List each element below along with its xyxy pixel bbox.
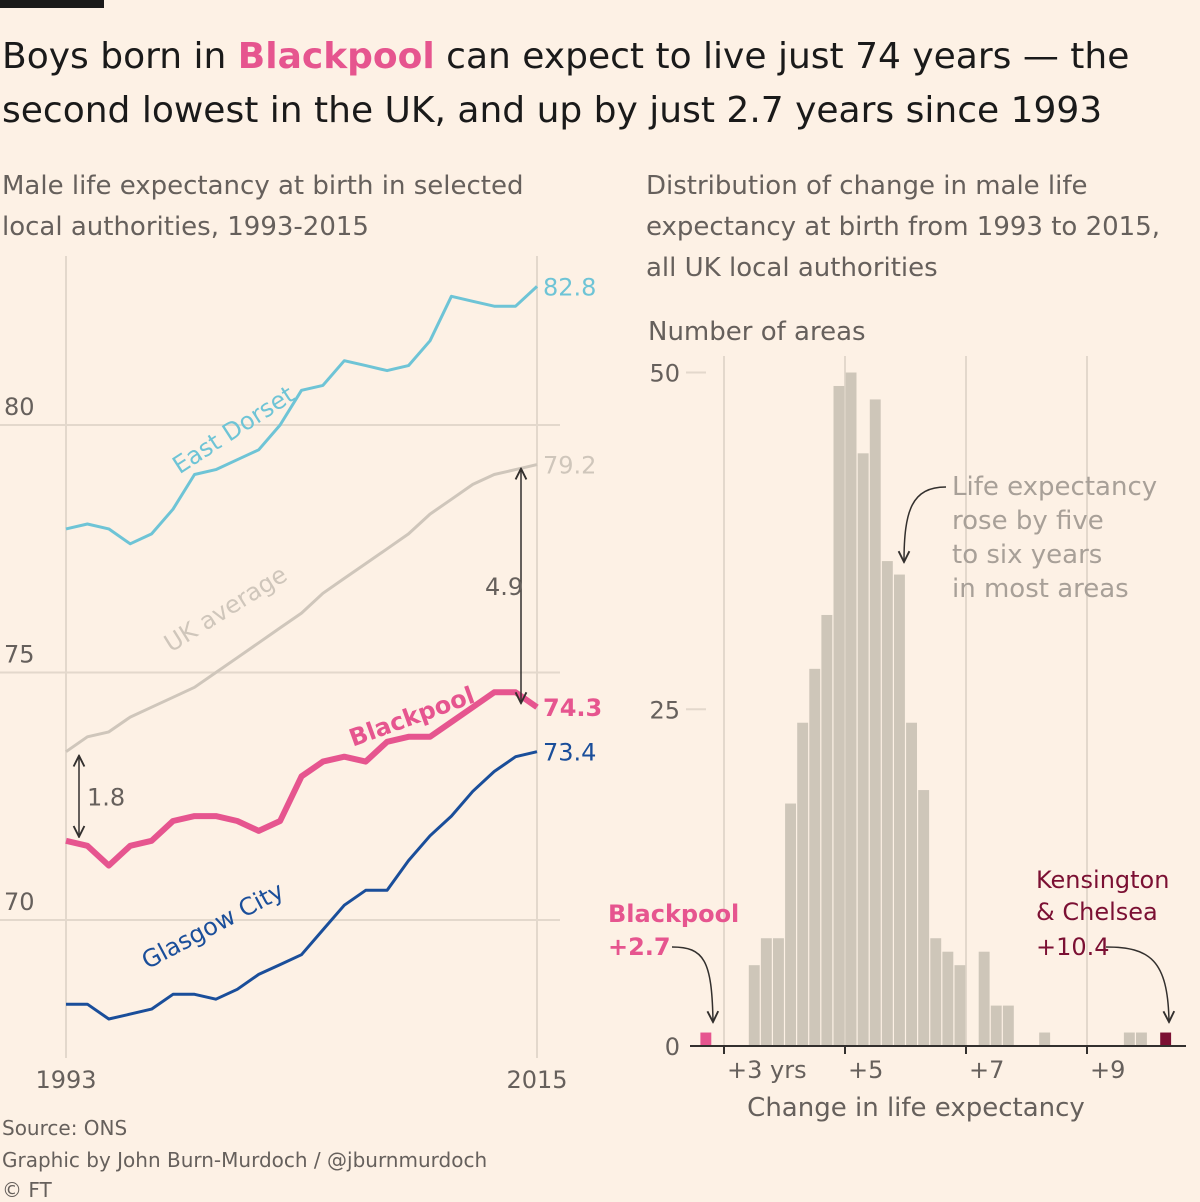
histogram-bar xyxy=(809,668,821,1046)
y-tick-label: 70 xyxy=(4,888,35,916)
y-tick-label: 50 xyxy=(649,360,680,388)
source-note: Source: ONS xyxy=(2,1116,128,1140)
annotation-most-areas-line: in most areas xyxy=(952,574,1129,604)
histogram-bar xyxy=(954,965,966,1046)
kensington-callout-arrow xyxy=(1105,946,1169,1022)
series-name-label: Glasgow City xyxy=(137,877,289,975)
headline-part2: can expect to live just 74 years — the s… xyxy=(2,36,1130,131)
x-tick-label: +5 xyxy=(848,1056,883,1084)
histogram-bar xyxy=(857,453,869,1046)
histogram-bar xyxy=(833,385,845,1047)
end-value-label: 79.2 xyxy=(543,452,596,480)
histogram-bar xyxy=(760,938,772,1046)
histogram-bar xyxy=(748,965,760,1046)
x-tick-label: 1993 xyxy=(35,1066,96,1094)
blackpool-callout-value: +2.7 xyxy=(608,933,671,961)
histogram-bar xyxy=(773,938,784,1046)
kensington-callout-name-line2: & Chelsea xyxy=(1036,898,1158,926)
x-tick-label: 2015 xyxy=(506,1066,567,1094)
histogram-bar xyxy=(930,938,942,1046)
kensington-callout-name-line1: Kensington xyxy=(1036,866,1169,894)
series-name-label: UK average xyxy=(159,560,292,658)
annotation-most-areas-line: to six years xyxy=(952,540,1102,570)
headline: Boys born in Blackpool can expect to liv… xyxy=(2,30,1198,138)
x-tick-label: +9 xyxy=(1090,1056,1125,1084)
line-chart-subtitle: Male life expectancy at birth in selecte… xyxy=(2,171,524,242)
annotation-arrow xyxy=(904,486,947,562)
series-name-label: East Dorset xyxy=(167,380,299,479)
histogram-bar xyxy=(869,399,881,1046)
annotation-most-areas-line: Life expectancy xyxy=(952,472,1157,502)
credit-note: Graphic by John Burn-Murdoch / @jburnmur… xyxy=(2,1148,488,1172)
histogram-bar xyxy=(990,1005,1002,1046)
headline-highlight: Blackpool xyxy=(237,36,435,77)
histogram-bar xyxy=(942,951,954,1046)
series-line-blackpool xyxy=(65,689,539,869)
histogram-bar xyxy=(894,574,905,1046)
line-chart: 70 75 80 1993 2015 82.8 East Dorset 79.2 UK aver… xyxy=(0,256,602,1094)
histogram-bar xyxy=(978,951,990,1046)
histogram-bar xyxy=(797,722,809,1046)
histogram-bar xyxy=(785,803,796,1046)
x-tick-label: +3 yrs xyxy=(727,1056,807,1084)
kensington-callout-value: +10.4 xyxy=(1036,933,1110,961)
gap-label: 1.8 xyxy=(87,783,125,811)
histogram-bar xyxy=(821,614,833,1046)
annotation-most-areas-line: rose by five xyxy=(952,506,1104,536)
end-value-label: 74.3 xyxy=(543,694,602,722)
histogram-subtitle: Distribution of change in male life expe… xyxy=(646,171,1161,283)
histogram-bar xyxy=(1136,1032,1147,1046)
y-tick-label: 80 xyxy=(4,393,35,421)
histogram-bar xyxy=(1160,1032,1172,1046)
histogram-bar xyxy=(1002,1005,1014,1046)
blackpool-callout-name: Blackpool xyxy=(608,900,739,928)
series-line-glasgow-city xyxy=(66,750,538,1021)
histogram-bar xyxy=(918,790,930,1046)
histogram-bar xyxy=(906,722,917,1046)
x-axis-title: Change in life expectancy xyxy=(747,1093,1085,1123)
blackpool-callout-arrow xyxy=(671,946,713,1022)
histogram-bar xyxy=(700,1032,712,1046)
series-line-east-dorset xyxy=(65,285,539,546)
histogram-bar xyxy=(881,561,893,1046)
series-line-uk-average xyxy=(65,463,538,753)
x-tick-label: +7 xyxy=(969,1056,1004,1084)
copyright-note: © FT xyxy=(2,1178,52,1202)
histogram-bar xyxy=(1039,1032,1051,1046)
gap-label: 4.9 xyxy=(485,573,523,601)
histogram-bar xyxy=(1123,1032,1135,1046)
y-tick-label: 75 xyxy=(4,641,35,669)
histogram-bar xyxy=(845,372,857,1046)
y-tick-label: 0 xyxy=(665,1033,680,1061)
end-value-label: 82.8 xyxy=(543,273,596,301)
end-value-label: 73.4 xyxy=(543,739,596,767)
y-tick-label: 25 xyxy=(649,696,680,724)
y-axis-title: Number of areas xyxy=(648,317,866,347)
headline-part1: Boys born in xyxy=(2,36,238,77)
top-accent-bar xyxy=(0,0,104,8)
